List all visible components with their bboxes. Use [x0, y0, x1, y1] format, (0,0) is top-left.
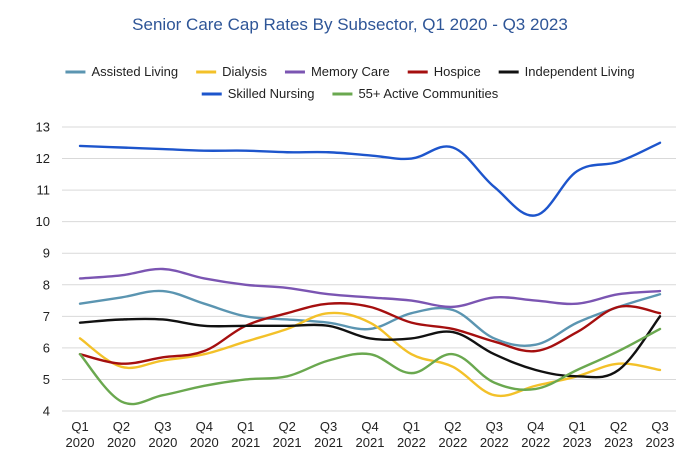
x-tick-year: 2023	[646, 435, 675, 450]
x-tick-quarter: Q4	[196, 419, 213, 434]
x-tick-year: 2023	[604, 435, 633, 450]
series-line-55-active-communities	[78, 327, 662, 406]
legend-item-55-active-communities[interactable]: 55+ Active Communities	[332, 86, 499, 101]
x-tick-year: 2022	[521, 435, 550, 450]
x-tick-quarter: Q2	[278, 419, 295, 434]
x-tick-year: 2021	[231, 435, 260, 450]
x-tick-year: 2021	[356, 435, 385, 450]
chart-title: Senior Care Cap Rates By Subsector, Q1 2…	[132, 15, 568, 34]
series-line-skilled-nursing	[78, 141, 662, 217]
legend-label: Assisted Living	[91, 64, 178, 79]
x-tick-year: 2022	[397, 435, 426, 450]
y-tick-label: 11	[37, 183, 51, 198]
y-tick-label: 4	[43, 404, 50, 419]
legend-item-memory-care[interactable]: Memory Care	[284, 64, 390, 79]
y-tick-label: 9	[43, 246, 50, 261]
x-tick-quarter: Q1	[237, 419, 254, 434]
y-tick-label: 13	[36, 120, 50, 135]
x-tick-year: 2021	[273, 435, 302, 450]
legend-label: 55+ Active Communities	[358, 86, 498, 101]
y-tick-label: 10	[36, 214, 50, 229]
gridlines	[62, 126, 676, 412]
y-tick-label: 5	[43, 372, 50, 387]
legend-item-independent-living[interactable]: Independent Living	[498, 64, 635, 79]
x-tick-year: 2022	[438, 435, 467, 450]
series-line-independent-living	[78, 315, 662, 379]
y-tick-label: 7	[43, 309, 50, 324]
x-tick-year: 2022	[480, 435, 509, 450]
x-tick-quarter: Q2	[444, 419, 461, 434]
x-tick-year: 2023	[563, 435, 592, 450]
x-tick-quarter: Q3	[154, 419, 171, 434]
series-line-hospice	[78, 302, 662, 365]
legend-label: Memory Care	[311, 64, 390, 79]
x-tick-year: 2021	[314, 435, 343, 450]
legend-label: Skilled Nursing	[228, 86, 315, 101]
x-tick-year: 2020	[107, 435, 136, 450]
x-tick-quarter: Q3	[486, 419, 503, 434]
series-line-dialysis	[78, 311, 662, 398]
series-line-assisted-living	[78, 289, 662, 348]
x-tick-quarter: Q1	[568, 419, 585, 434]
y-tick-label: 8	[43, 277, 50, 292]
series-line-memory-care	[78, 267, 662, 309]
x-tick-year: 2020	[148, 435, 177, 450]
x-tick-quarter: Q4	[527, 419, 544, 434]
y-tick-label: 12	[36, 151, 50, 166]
x-tick-quarter: Q3	[651, 419, 668, 434]
x-axis: Q12020Q22020Q32020Q42020Q12021Q22021Q320…	[66, 419, 675, 450]
x-tick-quarter: Q2	[610, 419, 627, 434]
x-tick-quarter: Q4	[361, 419, 378, 434]
y-axis: 4 5 6 7 8 9 10 11 12 13	[36, 120, 50, 419]
legend-label: Hospice	[434, 64, 481, 79]
x-tick-quarter: Q1	[71, 419, 88, 434]
x-tick-quarter: Q3	[320, 419, 337, 434]
legend-item-dialysis[interactable]: Dialysis	[196, 64, 267, 79]
x-tick-year: 2020	[190, 435, 219, 450]
legend-item-assisted-living[interactable]: Assisted Living	[65, 64, 178, 79]
legend: Assisted Living Dialysis Memory Care Hospic…	[65, 64, 635, 101]
legend-label: Independent Living	[525, 64, 635, 79]
x-tick-quarter: Q1	[403, 419, 420, 434]
x-tick-quarter: Q2	[113, 419, 130, 434]
legend-item-hospice[interactable]: Hospice	[407, 64, 481, 79]
legend-label: Dialysis	[222, 64, 267, 79]
series-lines	[78, 141, 662, 406]
x-tick-year: 2020	[66, 435, 95, 450]
y-tick-label: 6	[43, 340, 50, 355]
legend-item-skilled-nursing[interactable]: Skilled Nursing	[201, 86, 315, 101]
